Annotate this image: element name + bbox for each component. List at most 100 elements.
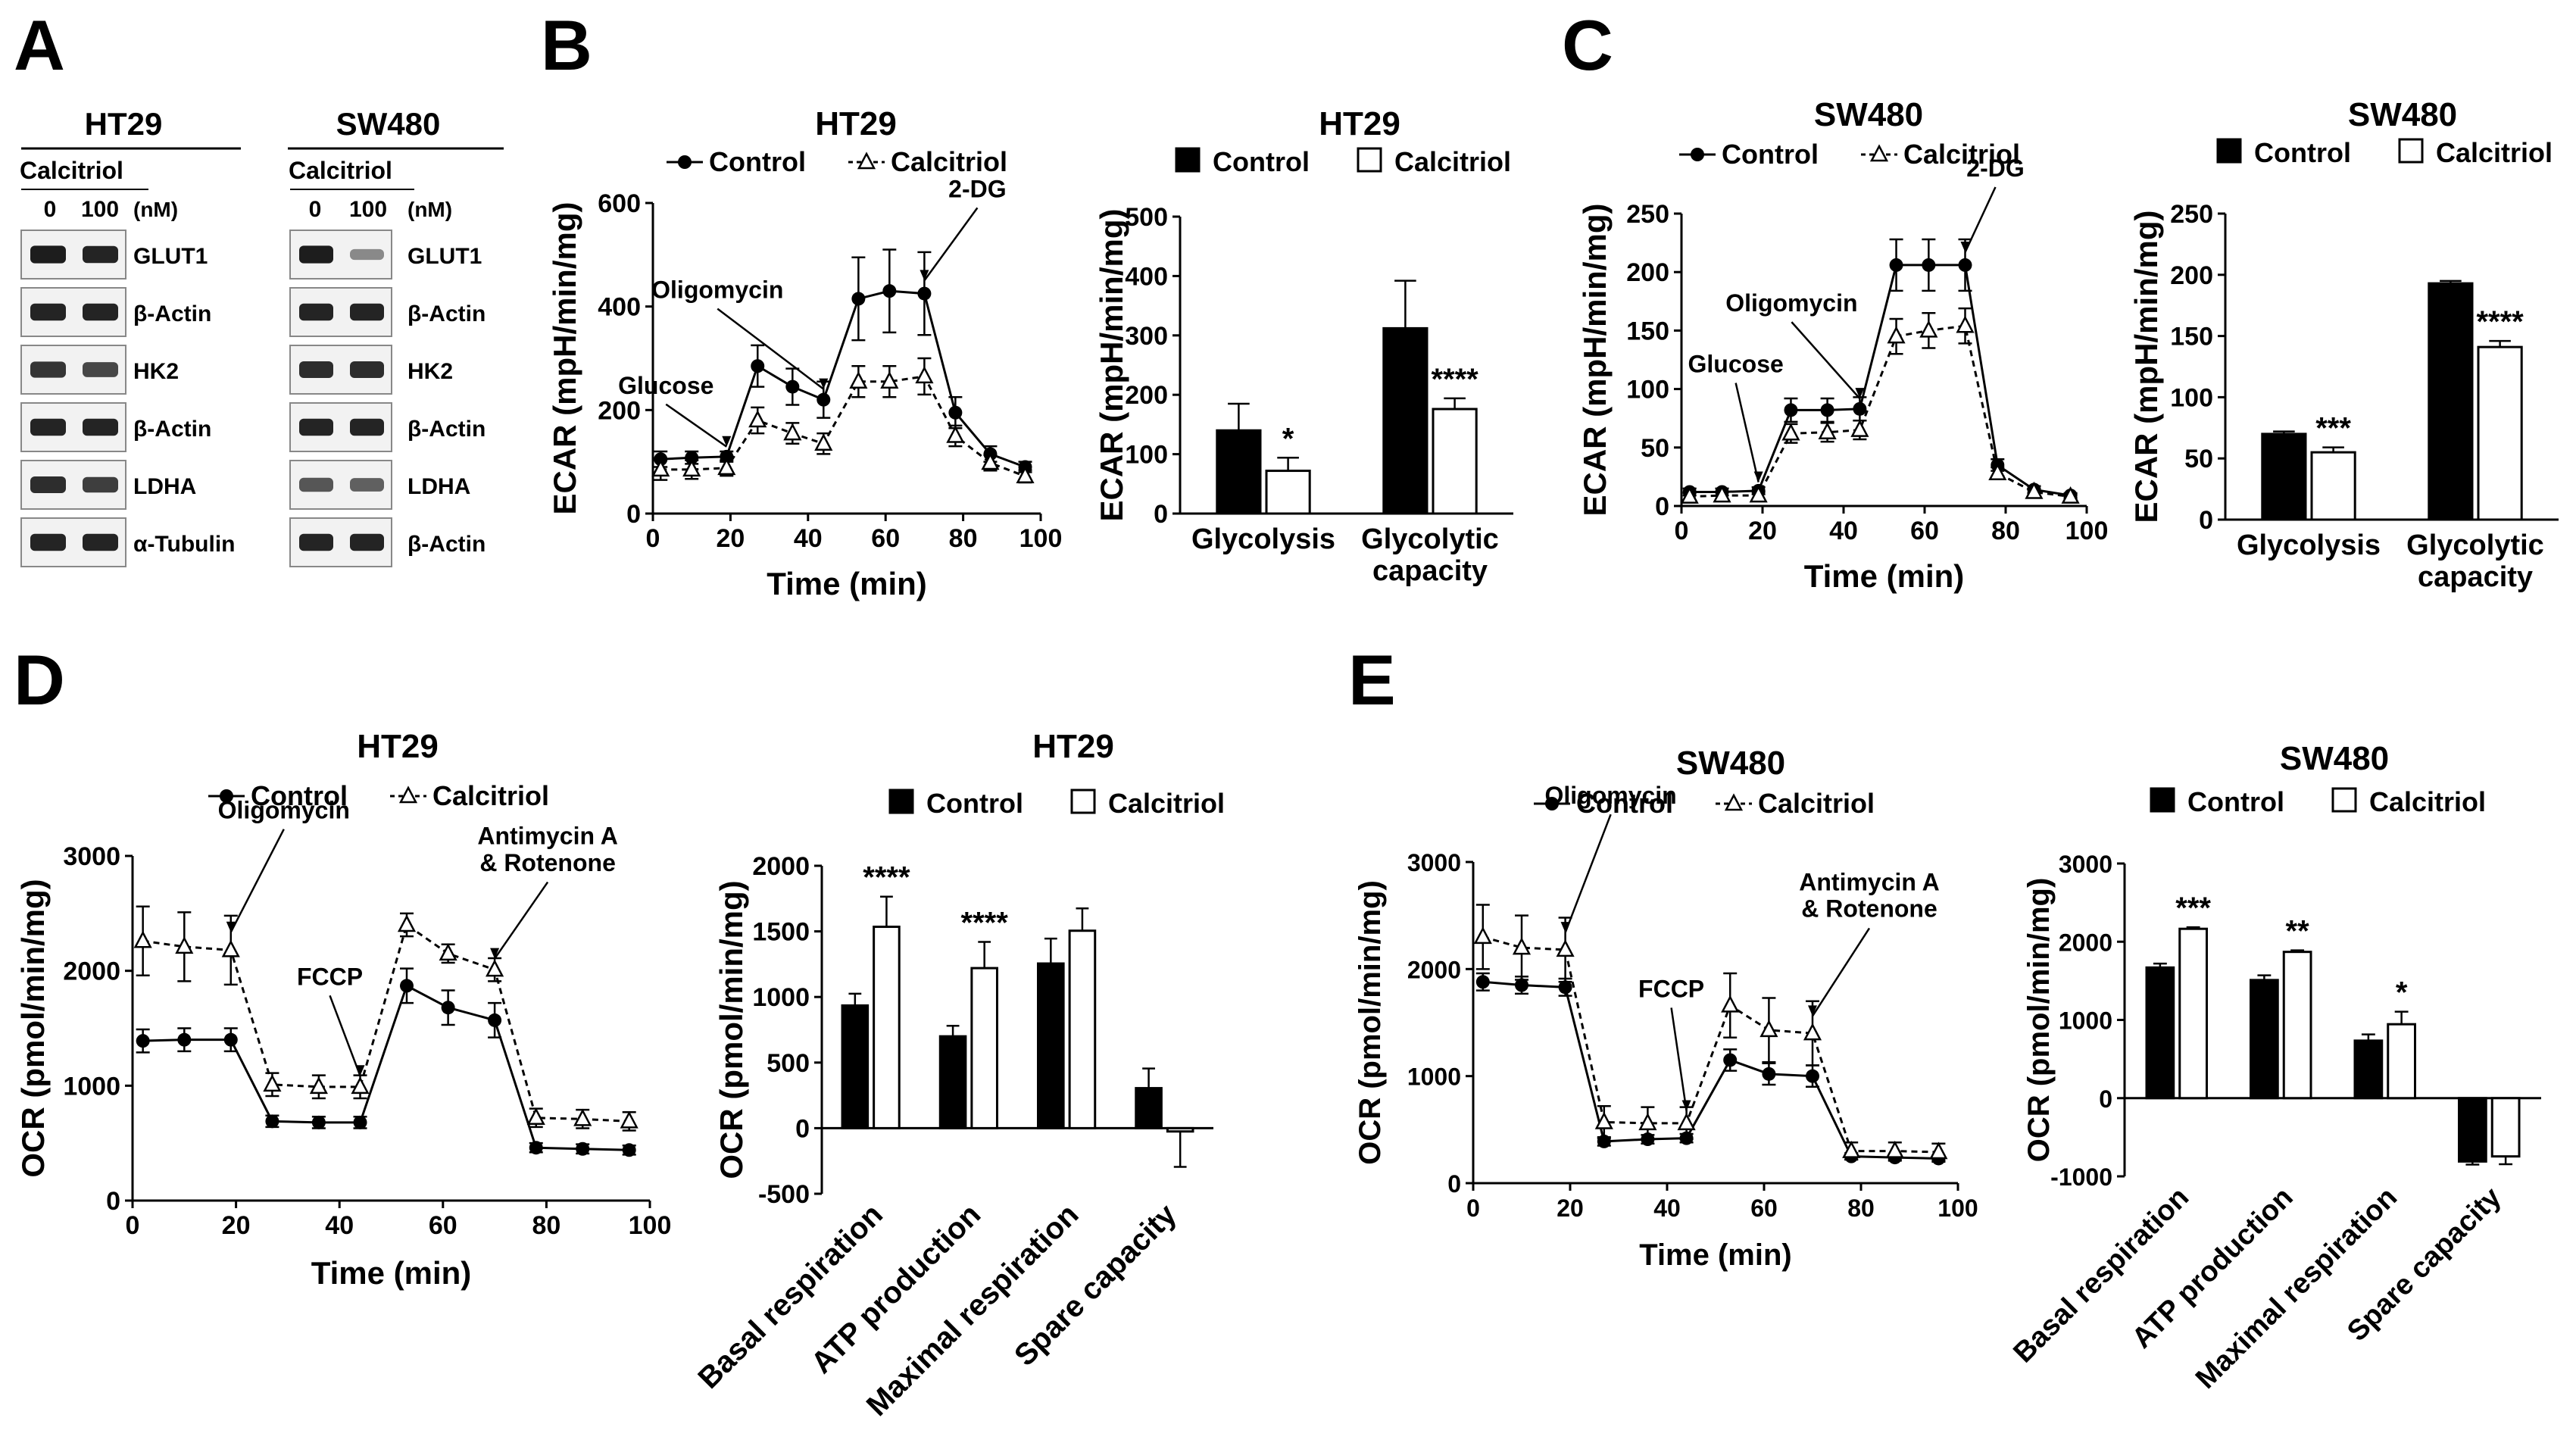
data-point-control <box>1958 258 1972 272</box>
bar-calcitriol <box>1432 408 1478 515</box>
series-line-calcitriol <box>142 923 629 1123</box>
significance-marker: **** <box>961 906 1009 939</box>
data-point-calcitriol <box>1885 1140 1904 1158</box>
y-tick-label: 0 <box>2099 1085 2112 1113</box>
blot-band <box>30 361 66 378</box>
series-line-control <box>142 984 629 1151</box>
y-tick-label: 400 <box>1125 262 1168 291</box>
data-point-calcitriol <box>1638 1113 1657 1131</box>
x-tick-label: 40 <box>325 1211 354 1240</box>
series-line-control <box>660 289 1026 468</box>
data-point-calcitriol <box>814 433 833 451</box>
x-tick-label: 60 <box>429 1211 457 1240</box>
data-point-calcitriol <box>1749 485 1768 503</box>
blot-lane-label: 100 <box>349 197 387 222</box>
x-tick-label: 100 <box>2065 517 2109 545</box>
x-tick-label: 0 <box>126 1211 140 1240</box>
y-tick-label: 50 <box>1641 434 1669 463</box>
data-point-control <box>177 1032 192 1047</box>
x-axis-label: Time (min) <box>311 1255 472 1291</box>
chart-title: HT29 <box>1032 728 1114 765</box>
bar-chart-b-bar: HT29 Control Calcitriol 0 100 200 300 400 500ECA… <box>1094 105 1513 587</box>
y-tick-label: 0 <box>1655 492 1669 521</box>
y-axis-label: ECAR (mpH/min/mg) <box>1577 204 1613 517</box>
data-point-calcitriol <box>1781 423 1800 441</box>
data-point-control <box>751 359 765 373</box>
data-point-control <box>1762 1067 1776 1081</box>
bar-calcitriol <box>1166 1126 1194 1133</box>
annotation-label: Antimycin A & Rotenone <box>477 823 618 876</box>
legend-marker-control <box>678 155 692 169</box>
annotation-arrow <box>329 995 361 1076</box>
blot-band <box>350 418 384 436</box>
blot-band <box>350 248 384 261</box>
blot-band <box>83 533 118 551</box>
significance-marker: *** <box>2175 892 2211 925</box>
data-point-calcitriol <box>439 943 457 961</box>
data-point-control <box>1806 1069 1819 1083</box>
y-tick-label: -1000 <box>2050 1163 2112 1191</box>
y-tick-label: 300 <box>1125 322 1168 351</box>
annotation-label: 2-DG <box>1966 155 2024 182</box>
data-point-control <box>1723 1053 1738 1067</box>
data-point-calcitriol <box>1677 1113 1696 1131</box>
annotation-label: Oligomycin <box>218 797 350 824</box>
annotation-label: Oligomycin <box>1544 782 1676 809</box>
significance-marker: ** <box>2286 915 2310 948</box>
annotation-arrow <box>1670 1007 1688 1111</box>
annotation-arrow <box>1811 927 1871 1017</box>
annotation-arrow <box>229 829 285 933</box>
y-tick-label: 0 <box>1447 1170 1461 1198</box>
y-axis-label: ECAR (mpH/min/mg) <box>1094 209 1129 522</box>
blot-band <box>30 476 66 493</box>
legend-swatch <box>888 789 914 814</box>
panel-label-a: A <box>14 5 65 85</box>
blot-lane-label: 100 <box>81 197 119 222</box>
x-tick-label: 20 <box>222 1211 251 1240</box>
data-point-control <box>488 1013 502 1027</box>
data-point-calcitriol <box>1713 485 1731 503</box>
y-tick-label: 2000 <box>2059 929 2112 956</box>
annotation-arrow <box>665 403 727 448</box>
data-point-calcitriol <box>717 458 736 476</box>
data-point-control <box>311 1115 326 1129</box>
bar-control <box>938 1035 967 1129</box>
legend-label-calcitriol: Calcitriol <box>1758 788 1875 819</box>
y-tick-label: 150 <box>2170 323 2213 351</box>
y-axis-label: ECAR (mpH/min/mg) <box>547 202 582 515</box>
data-point-calcitriol <box>682 459 701 477</box>
legend-marker-calcitriol <box>1869 144 1889 162</box>
legend-label-calcitriol: Calcitriol <box>2369 786 2486 817</box>
y-tick-label: 200 <box>2170 261 2213 290</box>
data-point-control <box>223 1032 238 1047</box>
y-tick-label: 0 <box>626 500 641 529</box>
bar-control <box>2458 1097 2487 1163</box>
blot-lane-label: 0 <box>44 197 57 222</box>
panel-label-d: D <box>14 640 65 720</box>
data-point-calcitriol <box>263 1074 282 1092</box>
data-point-calcitriol <box>2061 486 2080 504</box>
data-point-calcitriol <box>1988 463 2007 481</box>
data-point-calcitriol <box>1842 1140 1861 1158</box>
bar-control <box>2145 966 2175 1100</box>
legend-label-calcitriol: Calcitriol <box>891 146 1007 177</box>
legend-label-control: Control <box>2254 137 2351 168</box>
annotation-label: Antimycin A & Rotenone <box>1799 868 1940 922</box>
data-point-control <box>817 392 831 407</box>
x-tick-label: 80 <box>949 524 978 553</box>
legend-label-control: Control <box>709 146 806 177</box>
bar-chart-c-bar: SW480 Control Calcitriol 0 50 100 150 200 250ECA… <box>2128 96 2559 593</box>
blot-band <box>30 303 66 321</box>
legend-label-calcitriol: Calcitriol <box>1108 788 1225 819</box>
y-axis-label: OCR (pmol/min/mg) <box>1354 880 1387 1165</box>
data-point-calcitriol <box>351 1076 370 1095</box>
panel-label-b: B <box>541 5 592 85</box>
data-point-calcitriol <box>2025 481 2044 499</box>
category-label: Glycolytic capacity <box>1361 523 1499 587</box>
y-tick-label: 1000 <box>752 983 810 1012</box>
x-tick-label: 40 <box>794 524 823 553</box>
blot-band <box>30 245 66 264</box>
annotation-arrowhead <box>819 378 829 389</box>
data-point-calcitriol <box>1919 320 1938 338</box>
